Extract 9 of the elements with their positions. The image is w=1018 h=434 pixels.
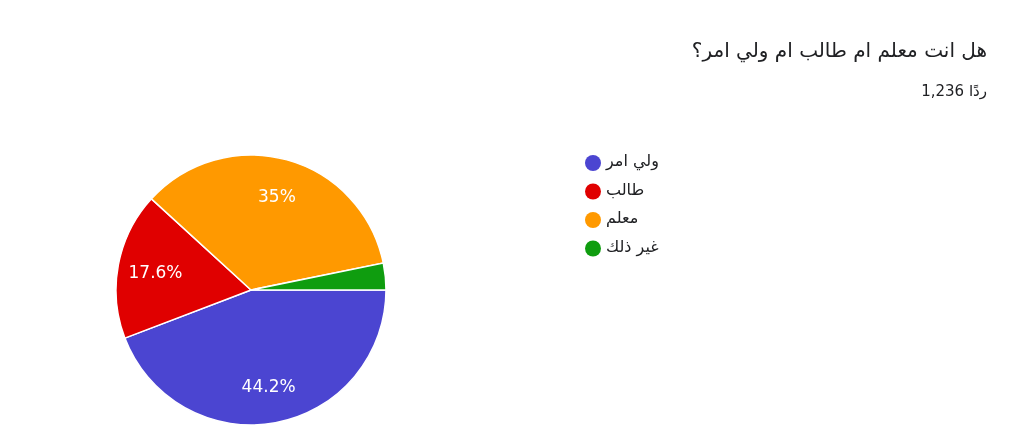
data-label: 35% — [258, 186, 296, 207]
legend-label: ولي امر — [606, 151, 659, 170]
data-label: 44.2% — [241, 375, 296, 396]
legend-label: غير ذلك — [606, 236, 659, 256]
text: 1,236 ردًا — [921, 82, 987, 100]
legend-label: طالب — [606, 179, 645, 199]
data-label: 17.6% — [128, 261, 183, 282]
text: هل انت معلم ام طالب ام ولي امر؟ — [691, 38, 987, 62]
legend-label: معلم — [606, 208, 639, 227]
